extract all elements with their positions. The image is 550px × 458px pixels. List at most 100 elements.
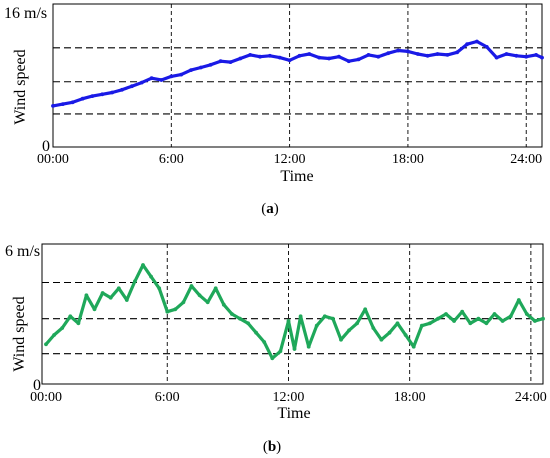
panel-a-x-tick-label: 00:00 [37, 152, 69, 167]
panel-a-x-axis-label: Time [280, 168, 313, 185]
panel-a-data-point [100, 92, 105, 97]
panel-a-gridlines [53, 4, 542, 147]
panel-b-data-point [44, 342, 48, 347]
panel-b-data-point [238, 316, 242, 321]
panel-a-data-point [199, 65, 203, 70]
panel-b-data-point [157, 286, 162, 291]
panel-b-data-point [306, 344, 311, 349]
panel-a-data-point [475, 39, 479, 44]
panel-b-data-point [347, 328, 351, 333]
panel-a-data-point [80, 96, 85, 101]
panel-b-caption: (b) [263, 439, 281, 455]
panel-b-data-point [197, 293, 202, 298]
panel-a-data-point [514, 53, 519, 58]
panel-b-data-point [379, 337, 384, 342]
panel-a-data-point [396, 48, 400, 53]
panel-b-data-point [298, 314, 303, 319]
panel-a-data-point [534, 53, 538, 57]
panel-a-data-point [337, 54, 341, 59]
panel-b-data-point [213, 286, 218, 291]
panel-b-data-point [419, 323, 424, 328]
panel-b-data-point [133, 279, 137, 284]
panel-b-data-point [68, 314, 73, 319]
panel-b-y-axis-label: Wind speed [11, 296, 28, 371]
panel-b-data-point [460, 309, 465, 314]
panel-a-plot-frame [52, 3, 543, 148]
panel-b-data-point [403, 333, 408, 337]
panel-b-x-tick-label: 18:00 [394, 390, 426, 405]
panel-a-data-point [327, 56, 331, 61]
panel-a-data-point [346, 59, 351, 64]
panel-b-data-point [100, 291, 105, 295]
panel-b-plot-frame [41, 243, 544, 385]
panel-a-data-point [208, 62, 213, 67]
panel-b-data-point [436, 316, 440, 321]
panel-a-data-point [139, 80, 144, 85]
panel-b-data-point [230, 312, 234, 316]
panel-a-data-point [287, 58, 292, 63]
panel-b-data-point [314, 323, 319, 328]
panel-a-x-tick-label: 18:00 [392, 152, 424, 167]
panel-a-data-point [120, 87, 124, 92]
panel-a-data-point [540, 55, 544, 60]
panel-b-data-point [476, 316, 481, 321]
panel-a-data-point [356, 57, 361, 62]
panel-b-data-point [124, 298, 129, 302]
panel-a-data-point [70, 100, 75, 105]
panel-a-y-min-label: 0 [42, 138, 50, 155]
panel-a-data-point [110, 90, 115, 95]
panel-a-data-point [425, 53, 430, 58]
panel-b-data-point [339, 337, 343, 342]
panel-a-data-point [484, 45, 489, 49]
panel-b-data-point [355, 321, 359, 326]
panel-b-data-point [524, 312, 529, 316]
panel-b-data-point [500, 319, 505, 323]
panel-a-data-point [376, 54, 381, 59]
panel-b-x-tick-labels: 00:00 6:00 12:00 18:00 24:00 [30, 390, 547, 405]
panel-a-x-tick-label: 6:00 [159, 152, 184, 167]
panel-b-data-point [246, 321, 251, 326]
panel-b-data-point [221, 302, 226, 307]
panel-b-x-tick-label: 00:00 [30, 390, 62, 405]
panel-a-data-point [238, 56, 243, 61]
panel-a-data-point [228, 60, 233, 64]
panel-b-series-line [44, 263, 545, 360]
panel-b-data-point [149, 274, 154, 279]
panel-b-data-point [262, 340, 267, 344]
panel-b-data-point [508, 314, 513, 319]
panel-b-data-point [492, 312, 497, 316]
panel-b-data-point [84, 293, 89, 298]
panel-b-data-point [116, 286, 121, 291]
panel-b-data-point [205, 300, 210, 305]
panel-a-data-point [406, 49, 410, 54]
panel-b-data-point [411, 344, 416, 349]
panel-b-data-point [452, 319, 456, 323]
panel-b-data-point [331, 316, 335, 321]
panel-b-gridlines [42, 244, 543, 384]
panel-b-y-min-label: 0 [33, 377, 41, 394]
panel-a-data-point [415, 52, 420, 56]
panel-a-data-point [248, 53, 253, 57]
panel-b-data-point [254, 330, 258, 335]
panel-b-data-point [468, 321, 473, 326]
panel-a-data-point [435, 52, 440, 56]
panel-a-x-tick-label: 24:00 [510, 152, 542, 167]
panel-a-data-point [258, 54, 262, 59]
panel-a-y-max-label: 16 m/s [4, 5, 47, 22]
panel-a-data-point [189, 68, 193, 72]
panel-a-y-axis-label: Wind speed [12, 49, 29, 124]
panel-b-data-point [533, 319, 537, 323]
panel-b-x-axis-label: Time [277, 405, 310, 422]
panel-b-data-point [292, 347, 297, 351]
panel-a-data-point [149, 76, 154, 81]
panel-b-data-point [286, 319, 291, 323]
panel-b-data-point [60, 326, 65, 330]
panel-a-data-point [169, 74, 174, 79]
panel-b-data-point [92, 307, 97, 312]
panel-b-series-layer [44, 263, 545, 361]
panel-b-data-point [363, 307, 368, 312]
panel-b-data-point [181, 300, 186, 305]
panel-b-data-point [387, 330, 392, 335]
panel-b-x-tick-label: 12:00 [273, 390, 305, 405]
panel-b-data-point [371, 326, 376, 330]
